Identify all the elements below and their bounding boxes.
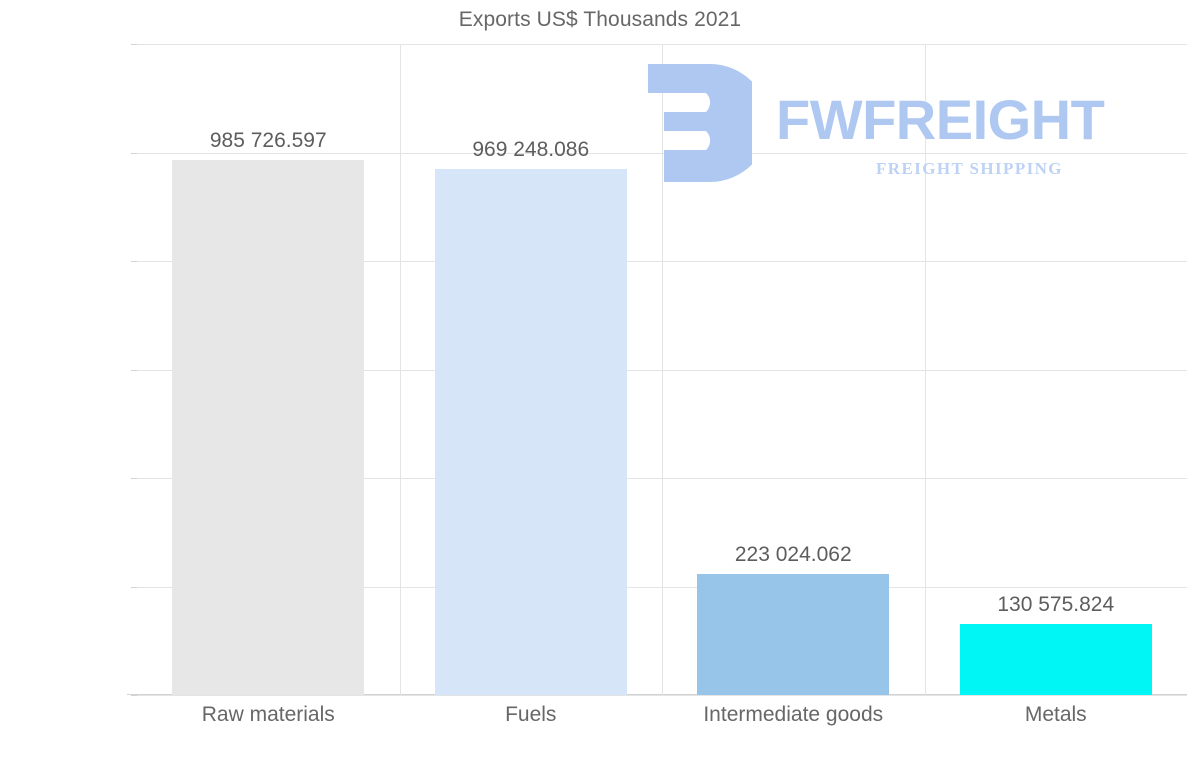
y-axis-tick bbox=[131, 586, 137, 588]
bar-intermediate-goods[interactable] bbox=[697, 574, 890, 695]
bar-value-label: 223 024.062 bbox=[734, 543, 852, 566]
gridline-vertical bbox=[925, 44, 926, 695]
x-axis-category-label: Metals bbox=[1024, 703, 1087, 726]
y-axis-tick bbox=[131, 478, 137, 479]
gridline-vertical bbox=[400, 44, 401, 695]
bar-value-label: 130 575.824 bbox=[997, 593, 1115, 617]
chart-title: Exports US$ Thousands 2021 bbox=[458, 8, 742, 31]
x-axis-category-label: Intermediate goods bbox=[703, 703, 884, 726]
y-axis-tick bbox=[131, 44, 137, 45]
bar-raw-materials[interactable] bbox=[172, 160, 365, 695]
x-axis-baseline bbox=[127, 694, 1187, 695]
bar-fuels[interactable] bbox=[434, 169, 627, 695]
x-axis-category-label: Raw materials bbox=[201, 703, 335, 726]
bar-value-label: 969 248.086 bbox=[472, 138, 590, 162]
y-axis-tick bbox=[131, 695, 137, 696]
plot-area: 985 726.597 969 248.086 223 024.062 130 575… bbox=[127, 44, 1187, 696]
y-axis-tick bbox=[131, 261, 137, 262]
y-axis-tick bbox=[131, 152, 137, 154]
x-axis-category-label: Fuels bbox=[505, 703, 557, 726]
y-axis-tick bbox=[131, 369, 137, 371]
gridline-vertical bbox=[662, 44, 663, 695]
gridline-horizontal bbox=[137, 695, 1187, 696]
x-axis: Raw materials Fuels Intermediate goods Meta… bbox=[137, 703, 1187, 743]
bar-metals[interactable] bbox=[959, 624, 1152, 695]
bar-value-label: 985 726.597 bbox=[209, 129, 327, 153]
